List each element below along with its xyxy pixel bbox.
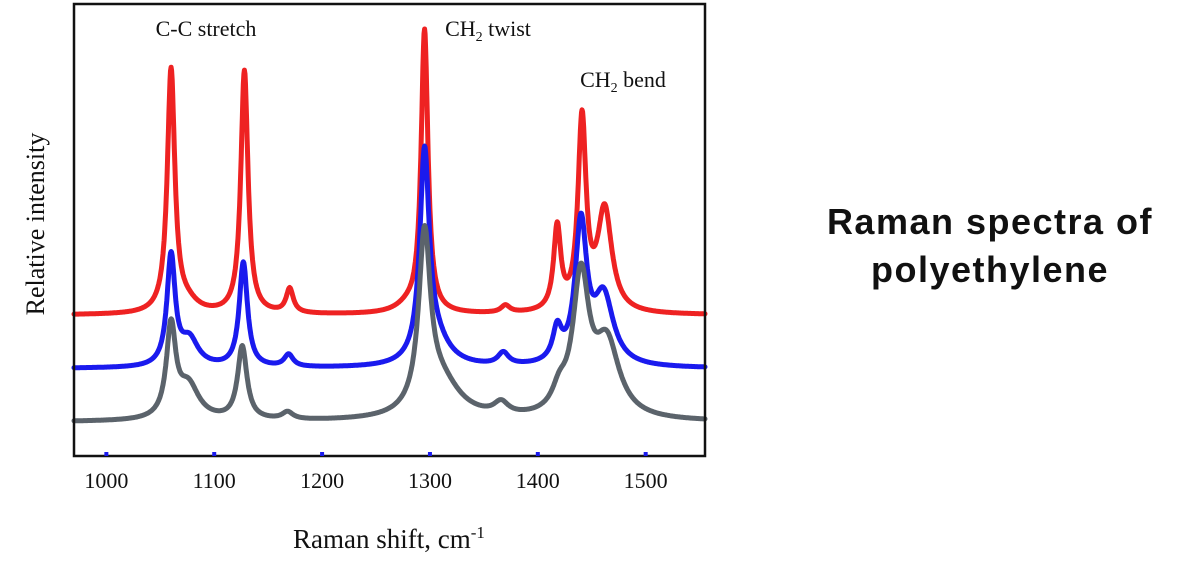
x-tick-label: 1500 — [624, 468, 668, 493]
y-axis-label: Relative intensity — [21, 133, 50, 316]
annotation-ch2-twist: CH2 twist — [445, 16, 531, 45]
x-tick-label: 1000 — [84, 468, 128, 493]
series-layer — [71, 26, 708, 424]
annotation-ch2-twist-subscript: 2 — [476, 30, 483, 45]
annotation-ch2-bend: CH2 bend — [580, 67, 666, 96]
raman-chart: 1000 1100 1200 1300 1400 1500 Relative intens… — [21, 2, 708, 554]
annotation-ch2-bend-subscript: 2 — [611, 81, 618, 96]
x-axis-label: Raman shift, cm-1 — [293, 523, 485, 554]
spectrum-line-1 — [71, 26, 708, 317]
spectrum-line-2 — [71, 143, 708, 371]
x-tick-label: 1300 — [408, 468, 452, 493]
spectrum-line-3 — [71, 223, 708, 424]
x-axis-label-unit-exponent: -1 — [471, 523, 485, 542]
chart-title: Raman spectra of polyethylene — [826, 201, 1154, 290]
annotation-cc-stretch: C-C stretch — [156, 16, 257, 41]
x-tick-label: 1200 — [300, 468, 344, 493]
x-tick-label: 1100 — [193, 468, 236, 493]
x-ticks: 1000 1100 1200 1300 1400 1500 — [84, 452, 668, 493]
x-tick-label: 1400 — [516, 468, 560, 493]
plot-frame — [72, 2, 707, 458]
